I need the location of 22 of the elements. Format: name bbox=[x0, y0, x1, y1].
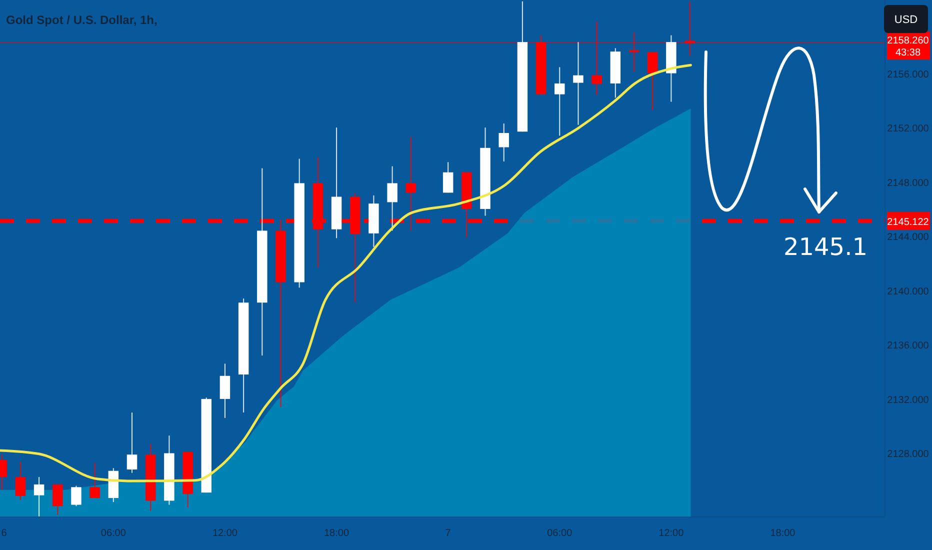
y-tick-label: 2148.000 bbox=[887, 178, 930, 189]
x-tick-label: 06:00 bbox=[100, 528, 126, 539]
ref-line-label: 2158.260 bbox=[887, 36, 930, 47]
x-tick-label: 7 bbox=[445, 528, 452, 539]
y-tick-label: 2140.000 bbox=[887, 286, 930, 298]
text: USD bbox=[894, 14, 918, 26]
y-tick-label: 2156.000 bbox=[887, 69, 930, 80]
y-tick-label: 2132.000 bbox=[887, 394, 930, 406]
y-tick-label: 2152.000 bbox=[887, 124, 930, 135]
x-tick-label: 12:00 bbox=[212, 528, 238, 539]
x-tick-label: 12:00 bbox=[658, 528, 684, 539]
x-tick-label: 6 bbox=[1, 528, 8, 539]
x-tick-label: 18:00 bbox=[324, 528, 350, 539]
text: 43:38 bbox=[895, 48, 921, 59]
y-tick-label: 2128.000 bbox=[887, 449, 930, 460]
y-tick-label: 2144.000 bbox=[887, 232, 930, 244]
annotation: 2145.1 bbox=[784, 233, 868, 262]
y-tick-label: 2136.000 bbox=[887, 340, 930, 352]
x-tick-label: 06:00 bbox=[547, 528, 573, 539]
ref-line-label: 2145.122 bbox=[887, 216, 930, 228]
x-tick-label: 18:00 bbox=[770, 528, 796, 539]
text: Gold Spot / U.S. Dollar, 1h, bbox=[6, 13, 158, 27]
